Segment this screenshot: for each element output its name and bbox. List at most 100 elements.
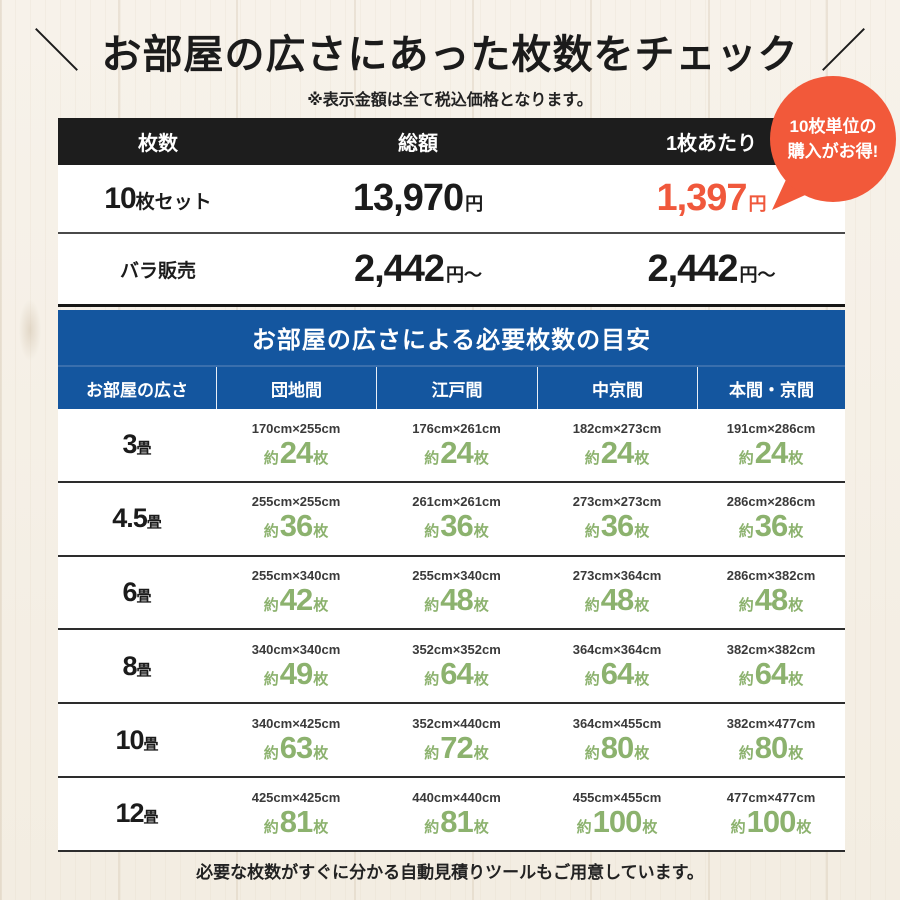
set-total-price: 13,970 円: [258, 177, 578, 220]
count-number: 64: [440, 656, 473, 692]
room-dimensions: 182cm×273cm: [572, 420, 662, 436]
count-number: 24: [600, 434, 634, 470]
tile-count-cell: 340cm×425cm 約63枚: [216, 716, 376, 765]
tile-count-cell: 286cm×382cm 約48枚: [697, 568, 845, 617]
count-suffix: 枚: [642, 818, 658, 836]
room-dimensions: 340cm×340cm: [251, 642, 341, 658]
tile-count-cell: 273cm×364cm 約48枚: [537, 568, 697, 617]
tile-count-cell: 425cm×425cm 約81枚: [216, 790, 376, 839]
size-table-row: 12畳 425cm×425cm 約81枚 440cm×440cm 約81枚 455cm×4…: [58, 777, 845, 852]
count-prefix: 約: [576, 818, 592, 836]
col-header-room-size: お部屋の広さ: [86, 380, 188, 400]
count-prefix: 約: [584, 597, 600, 615]
count-suffix: 枚: [788, 449, 804, 467]
tile-count-cell: 182cm×273cm 約24枚: [537, 421, 697, 470]
count-suffix: 枚: [634, 449, 650, 467]
tile-count: 約72枚: [376, 729, 537, 765]
count-suffix: 枚: [473, 818, 489, 836]
count-suffix: 枚: [313, 449, 329, 467]
tile-count: 約63枚: [216, 731, 376, 765]
tile-count-cell: 255cm×340cm 約42枚: [216, 568, 376, 617]
count-prefix: 約: [738, 449, 754, 467]
size-table-column-headers: お部屋の広さ 団地間 江戸間 中京間 本間・京間: [58, 367, 845, 409]
single-total-price: 2,442 円〜: [258, 248, 578, 291]
tile-count-cell: 364cm×364cm 約64枚: [537, 642, 697, 691]
tile-count: 約100枚: [697, 805, 845, 839]
tile-count: 約48枚: [697, 582, 845, 618]
room-dimensions: 170cm×255cm: [251, 420, 341, 436]
tile-count: 約24枚: [216, 436, 376, 470]
room-dimensions: 352cm×440cm: [412, 715, 501, 731]
count-suffix: 枚: [313, 597, 329, 615]
tile-count: 約80枚: [697, 731, 845, 765]
count-prefix: 約: [738, 597, 754, 615]
title-banner: ＼ お部屋の広さにあった枚数をチェック ／: [0, 22, 900, 80]
col-header-chukyoma: 中京間: [537, 367, 697, 409]
count-suffix: 枚: [788, 597, 804, 615]
room-size-label: 10畳: [58, 725, 216, 756]
room-size-number: 4.5: [112, 503, 148, 534]
price-table: 枚数 総額 1枚あたり 10枚セット 13,970 円 1,397 円 バラ販売 2…: [58, 118, 845, 307]
set-quantity-suffix: 枚セット: [135, 191, 212, 213]
room-size-number: 6: [122, 576, 137, 607]
tile-count: 約42枚: [216, 582, 376, 618]
count-suffix: 枚: [313, 523, 329, 541]
count-prefix: 約: [263, 671, 279, 689]
single-per-value: 2,442: [647, 247, 738, 290]
single-total-value: 2,442: [353, 247, 445, 290]
tile-count: 約24枚: [697, 434, 845, 470]
badge-text-line1: 10枚単位の: [789, 116, 877, 136]
single-label-text: バラ販売: [119, 260, 196, 282]
set-label: 10枚セット: [58, 182, 258, 216]
room-dimensions: 255cm×255cm: [251, 494, 341, 510]
room-dimensions: 273cm×273cm: [572, 494, 662, 510]
tile-count-cell: 273cm×273cm 約36枚: [537, 494, 697, 543]
tile-count: 約81枚: [376, 805, 537, 839]
price-table-header: 枚数 総額 1枚あたり: [58, 118, 845, 165]
count-number: 100: [592, 803, 643, 839]
room-dimensions: 273cm×364cm: [572, 568, 662, 584]
tile-count: 約64枚: [537, 657, 697, 691]
count-number: 48: [754, 582, 788, 618]
count-number: 42: [279, 582, 313, 618]
count-prefix: 約: [730, 818, 746, 836]
tile-count-cell: 440cm×440cm 約81枚: [376, 790, 537, 839]
col-header-honma-kyoma: 本間・京間: [697, 367, 845, 409]
count-suffix: 枚: [473, 449, 489, 467]
room-size-unit: 畳: [136, 661, 152, 679]
room-size-number: 8: [122, 650, 137, 681]
count-number: 24: [440, 434, 473, 470]
count-prefix: 約: [263, 523, 279, 541]
room-size-label: 12畳: [58, 798, 216, 829]
count-number: 48: [600, 582, 634, 618]
count-number: 36: [754, 508, 788, 544]
count-prefix: 約: [263, 597, 279, 615]
room-size-label: 4.5畳: [58, 503, 216, 534]
room-dimensions: 382cm×382cm: [726, 642, 816, 658]
room-dimensions: 286cm×286cm: [726, 494, 816, 510]
set-per-piece-price: 1,397 円: [578, 177, 845, 220]
count-number: 24: [754, 434, 788, 470]
room-size-unit: 畳: [143, 809, 159, 827]
set-total-unit: 円: [465, 194, 484, 214]
count-prefix: 約: [424, 523, 440, 541]
single-total-unit: 円〜: [446, 264, 483, 285]
count-prefix: 約: [424, 597, 440, 615]
tax-note: ※表示金額は全て税込価格となります。: [307, 92, 593, 109]
count-suffix: 枚: [634, 523, 650, 541]
tile-count-cell: 477cm×477cm 約100枚: [697, 790, 845, 839]
count-number: 72: [440, 729, 473, 765]
room-dimensions: 261cm×261cm: [412, 494, 501, 510]
single-per-piece-price: 2,442 円〜: [578, 248, 845, 291]
room-dimensions: 382cm×477cm: [726, 715, 816, 731]
set-total-value: 13,970: [352, 177, 464, 219]
count-suffix: 枚: [634, 597, 650, 615]
single-per-unit: 円〜: [739, 264, 776, 285]
count-prefix: 約: [584, 744, 600, 762]
tile-count: 約48枚: [376, 582, 537, 618]
count-prefix: 約: [584, 523, 600, 541]
tile-count: 約36枚: [216, 510, 376, 543]
tile-count-cell: 261cm×261cm 約36枚: [376, 494, 537, 543]
count-number: 48: [440, 582, 473, 618]
